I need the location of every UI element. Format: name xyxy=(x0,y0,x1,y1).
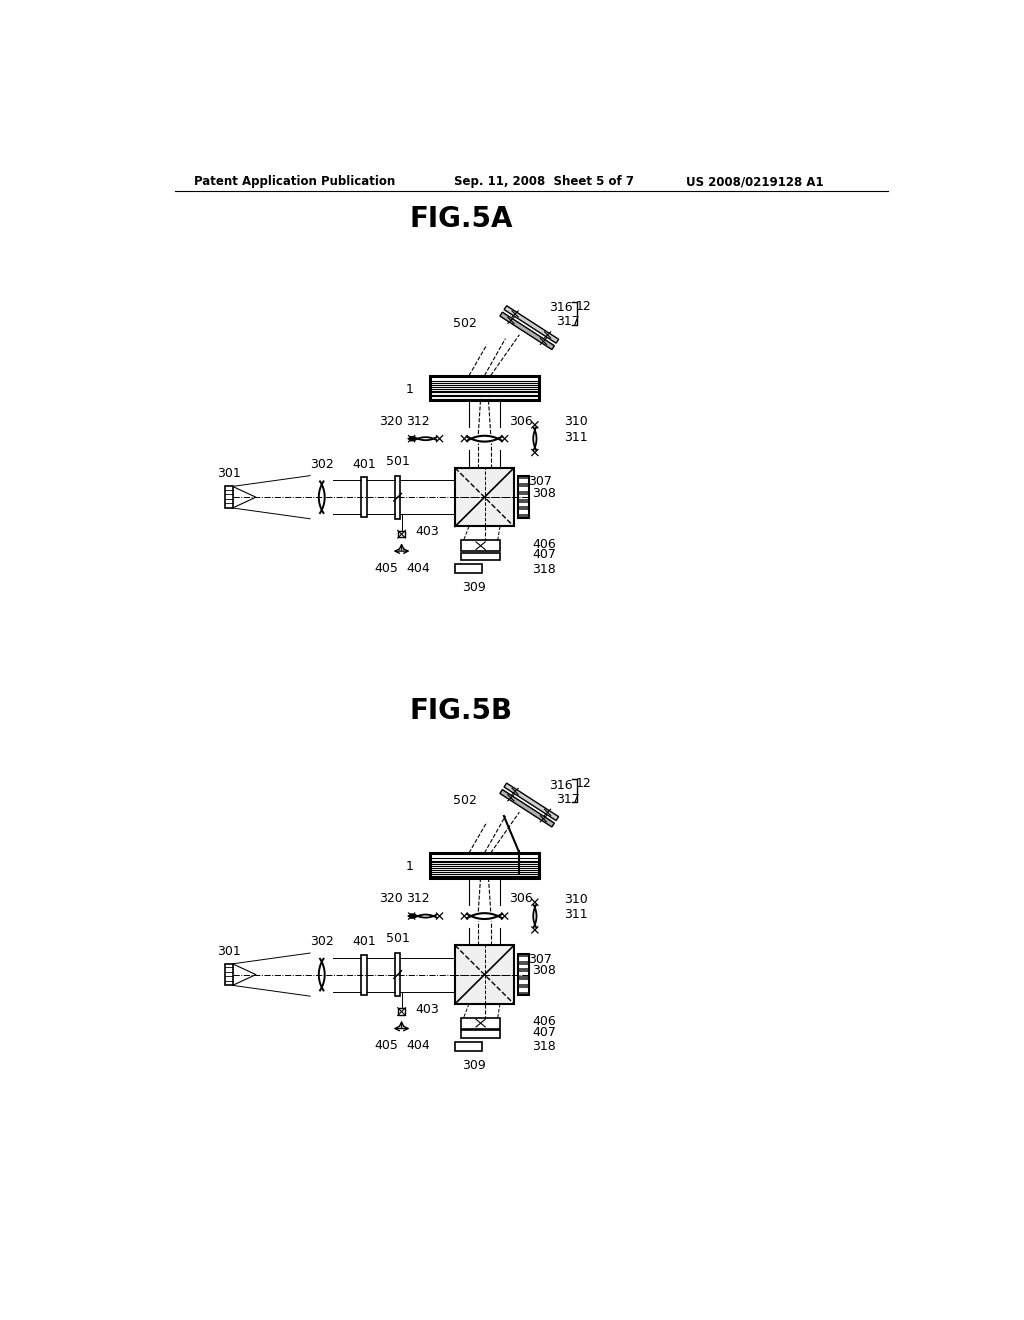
Text: 310: 310 xyxy=(564,892,588,906)
Text: 320: 320 xyxy=(379,414,402,428)
Text: 317: 317 xyxy=(557,315,581,329)
Text: 403: 403 xyxy=(416,525,439,539)
Text: 405: 405 xyxy=(374,1039,398,1052)
Text: 1: 1 xyxy=(406,861,414,874)
Text: US 2008/0219128 A1: US 2008/0219128 A1 xyxy=(686,176,823,189)
Text: 401: 401 xyxy=(352,458,376,471)
Text: Patent Application Publication: Patent Application Publication xyxy=(194,176,395,189)
Text: 302: 302 xyxy=(310,936,334,949)
Polygon shape xyxy=(455,469,514,527)
Polygon shape xyxy=(518,515,528,517)
Polygon shape xyxy=(500,789,554,828)
Text: 318: 318 xyxy=(532,564,556,576)
Text: 309: 309 xyxy=(463,1059,486,1072)
Polygon shape xyxy=(500,312,554,350)
Text: 404: 404 xyxy=(407,1039,430,1052)
Text: FIG.5A: FIG.5A xyxy=(410,205,513,232)
Polygon shape xyxy=(455,945,514,1003)
Text: 316: 316 xyxy=(549,779,572,792)
Polygon shape xyxy=(504,306,559,343)
Polygon shape xyxy=(518,499,528,503)
Polygon shape xyxy=(518,961,528,965)
Text: 405: 405 xyxy=(374,562,398,576)
Text: 1: 1 xyxy=(406,383,414,396)
Text: 307: 307 xyxy=(528,475,552,488)
Text: 320: 320 xyxy=(379,892,402,906)
Text: 12: 12 xyxy=(575,777,591,791)
Text: 307: 307 xyxy=(528,953,552,966)
Text: 406: 406 xyxy=(532,537,556,550)
Polygon shape xyxy=(518,491,528,495)
Text: 12: 12 xyxy=(575,300,591,313)
Polygon shape xyxy=(518,991,528,995)
Polygon shape xyxy=(518,983,528,987)
Text: 317: 317 xyxy=(557,792,581,805)
Text: 407: 407 xyxy=(532,548,556,561)
Text: 316: 316 xyxy=(549,301,572,314)
Text: 401: 401 xyxy=(352,936,376,949)
Text: 406: 406 xyxy=(532,1015,556,1028)
Text: 301: 301 xyxy=(217,945,241,958)
Text: 502: 502 xyxy=(453,317,477,330)
Text: 312: 312 xyxy=(407,892,430,906)
Polygon shape xyxy=(518,977,528,979)
Text: 308: 308 xyxy=(532,964,556,977)
Text: 501: 501 xyxy=(386,455,410,469)
Text: 404: 404 xyxy=(407,562,430,576)
Text: 502: 502 xyxy=(453,795,477,807)
Text: 302: 302 xyxy=(310,458,334,471)
Text: 312: 312 xyxy=(407,414,430,428)
Polygon shape xyxy=(518,953,528,957)
Text: Sep. 11, 2008  Sheet 5 of 7: Sep. 11, 2008 Sheet 5 of 7 xyxy=(454,176,634,189)
Polygon shape xyxy=(518,969,528,973)
Text: 318: 318 xyxy=(532,1040,556,1053)
Polygon shape xyxy=(518,483,528,487)
Polygon shape xyxy=(518,475,528,479)
Text: 311: 311 xyxy=(564,908,588,921)
Text: 306: 306 xyxy=(509,892,534,906)
Text: 407: 407 xyxy=(532,1026,556,1039)
Polygon shape xyxy=(518,507,528,511)
Text: 501: 501 xyxy=(386,932,410,945)
Text: 311: 311 xyxy=(564,430,588,444)
Text: 306: 306 xyxy=(509,414,534,428)
Text: 309: 309 xyxy=(463,581,486,594)
Text: 310: 310 xyxy=(564,416,588,428)
Polygon shape xyxy=(504,783,559,821)
Text: 301: 301 xyxy=(217,467,241,480)
Text: 403: 403 xyxy=(416,1003,439,1016)
Text: 308: 308 xyxy=(532,487,556,500)
Text: FIG.5B: FIG.5B xyxy=(410,697,513,726)
